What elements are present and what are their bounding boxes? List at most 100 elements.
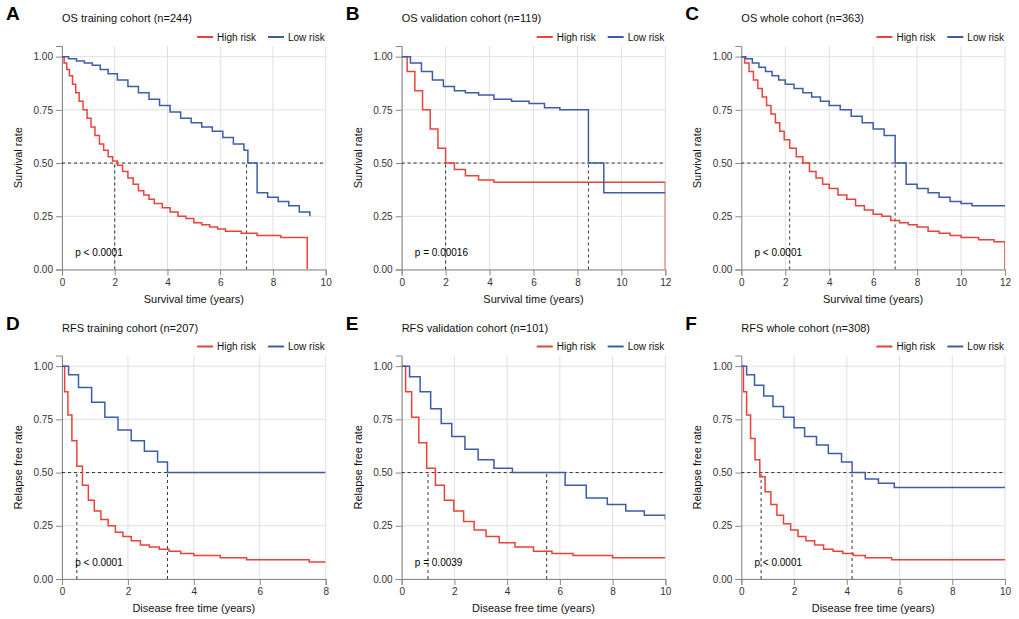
panel: 0246810120.000.250.500.751.00OS validati…: [346, 3, 672, 305]
panel-title: RFS whole cohort (n=308): [741, 322, 870, 334]
x-tick-label: 4: [192, 586, 198, 597]
x-grid-line: [325, 46, 326, 270]
p-value: p < 0.0001: [755, 557, 803, 568]
y-tick: 0.25: [34, 211, 62, 222]
y-tick-mark: [56, 110, 62, 111]
p-value: p = 0.0039: [415, 557, 463, 568]
survival-curve: [741, 366, 1005, 560]
y-tick-label: 0.00: [373, 574, 393, 585]
y-tick-label: 0.50: [34, 158, 54, 169]
x-axis: 0246810: [739, 579, 1011, 597]
survival-curve: [62, 57, 307, 270]
x-axis-title: Disease free time (years): [132, 602, 255, 614]
y-axis-title: Relapse free rate: [352, 425, 364, 509]
x-tick: 2: [443, 270, 449, 288]
median-level-line: [741, 163, 1005, 164]
legend-item: Low risk: [608, 32, 666, 43]
y-tick-mark: [735, 473, 741, 474]
x-axis: 02468: [60, 579, 330, 597]
y-tick-label: 1.00: [713, 361, 733, 372]
x-tick: 6: [558, 579, 564, 597]
y-axis: 0.000.250.500.751.00: [34, 47, 63, 276]
y-tick: 0.75: [373, 105, 401, 116]
x-tick: 12: [1000, 270, 1012, 288]
y-tick-label: 0.25: [34, 211, 54, 222]
legend-item: High risk: [537, 341, 597, 352]
legend-label: Low risk: [628, 341, 666, 352]
y-tick: 1.00: [34, 361, 62, 372]
y-grid-line: [62, 216, 326, 217]
legend-label: High risk: [217, 32, 257, 43]
grid: [402, 46, 666, 270]
grid: [741, 356, 1005, 580]
y-grid-line: [62, 56, 326, 57]
x-tick-label: 8: [915, 277, 921, 288]
median-line: [852, 473, 853, 579]
x-tick: 10: [660, 579, 672, 597]
y-grid-line: [741, 366, 1005, 367]
legend-item: Low risk: [268, 32, 326, 43]
y-tick-mark: [396, 473, 402, 474]
y-tick-mark: [56, 57, 62, 58]
legend: High risk Low risk: [537, 32, 666, 43]
plot-area: [402, 366, 666, 579]
x-tick-mark: [577, 270, 578, 276]
median-line: [546, 473, 547, 579]
x-tick-label: 8: [323, 586, 329, 597]
x-tick-mark: [961, 270, 962, 276]
x-grid-line: [167, 46, 168, 270]
panel-label: D: [6, 313, 20, 334]
y-axis-line: [56, 47, 63, 271]
y-tick: 0.50: [34, 467, 62, 478]
legend-item: High risk: [197, 341, 257, 352]
x-tick-label: 0: [60, 277, 66, 288]
y-tick-label: 0.25: [713, 211, 733, 222]
survival-curve: [741, 57, 1005, 206]
plot-area: [402, 57, 666, 270]
y-tick-label: 0.25: [373, 211, 393, 222]
legend-swatch: [608, 36, 624, 38]
x-axis-line: [402, 580, 666, 586]
y-tick-label: 0.75: [34, 414, 54, 425]
x-grid-line: [917, 46, 918, 270]
x-tick: 8: [915, 270, 921, 288]
y-grid-line: [62, 109, 326, 110]
x-tick-mark: [560, 579, 561, 585]
y-grid-line: [741, 56, 1005, 57]
survival-curve: [402, 366, 666, 519]
x-tick-mark: [829, 270, 830, 276]
x-tick: 6: [257, 579, 263, 597]
y-axis-title: Relapse free rate: [691, 425, 703, 509]
x-tick-label: 6: [218, 277, 224, 288]
x-grid-line: [794, 356, 795, 580]
x-grid-line: [559, 356, 560, 580]
x-tick-mark: [873, 270, 874, 276]
x-grid-line: [325, 356, 326, 580]
plot-area: [741, 366, 1005, 579]
y-tick: 0.25: [713, 520, 741, 531]
grid: [741, 46, 1005, 270]
y-tick: 0.00: [713, 574, 741, 585]
y-tick-mark: [735, 366, 741, 367]
x-tick-mark: [665, 270, 666, 276]
legend-label: High risk: [217, 341, 257, 352]
x-tick-label: 2: [792, 586, 798, 597]
x-grid-line: [454, 356, 455, 580]
y-grid-line: [402, 216, 666, 217]
legend-label: High risk: [557, 32, 597, 43]
x-tick: 4: [487, 270, 493, 288]
x-axis-line: [742, 580, 1006, 586]
y-axis: 0.000.250.500.751.00: [373, 47, 402, 276]
x-grid-line: [489, 46, 490, 270]
x-tick: 4: [192, 579, 198, 597]
x-grid-line: [507, 356, 508, 580]
x-tick-label: 0: [399, 586, 405, 597]
legend-swatch: [876, 346, 892, 348]
y-tick-mark: [396, 57, 402, 58]
x-tick-label: 2: [443, 277, 449, 288]
y-tick: 1.00: [713, 361, 741, 372]
legend-swatch: [947, 36, 963, 38]
y-axis-title: Survival rate: [12, 127, 24, 188]
y-tick: 0.00: [713, 264, 741, 275]
y-tick: 0.75: [713, 105, 741, 116]
